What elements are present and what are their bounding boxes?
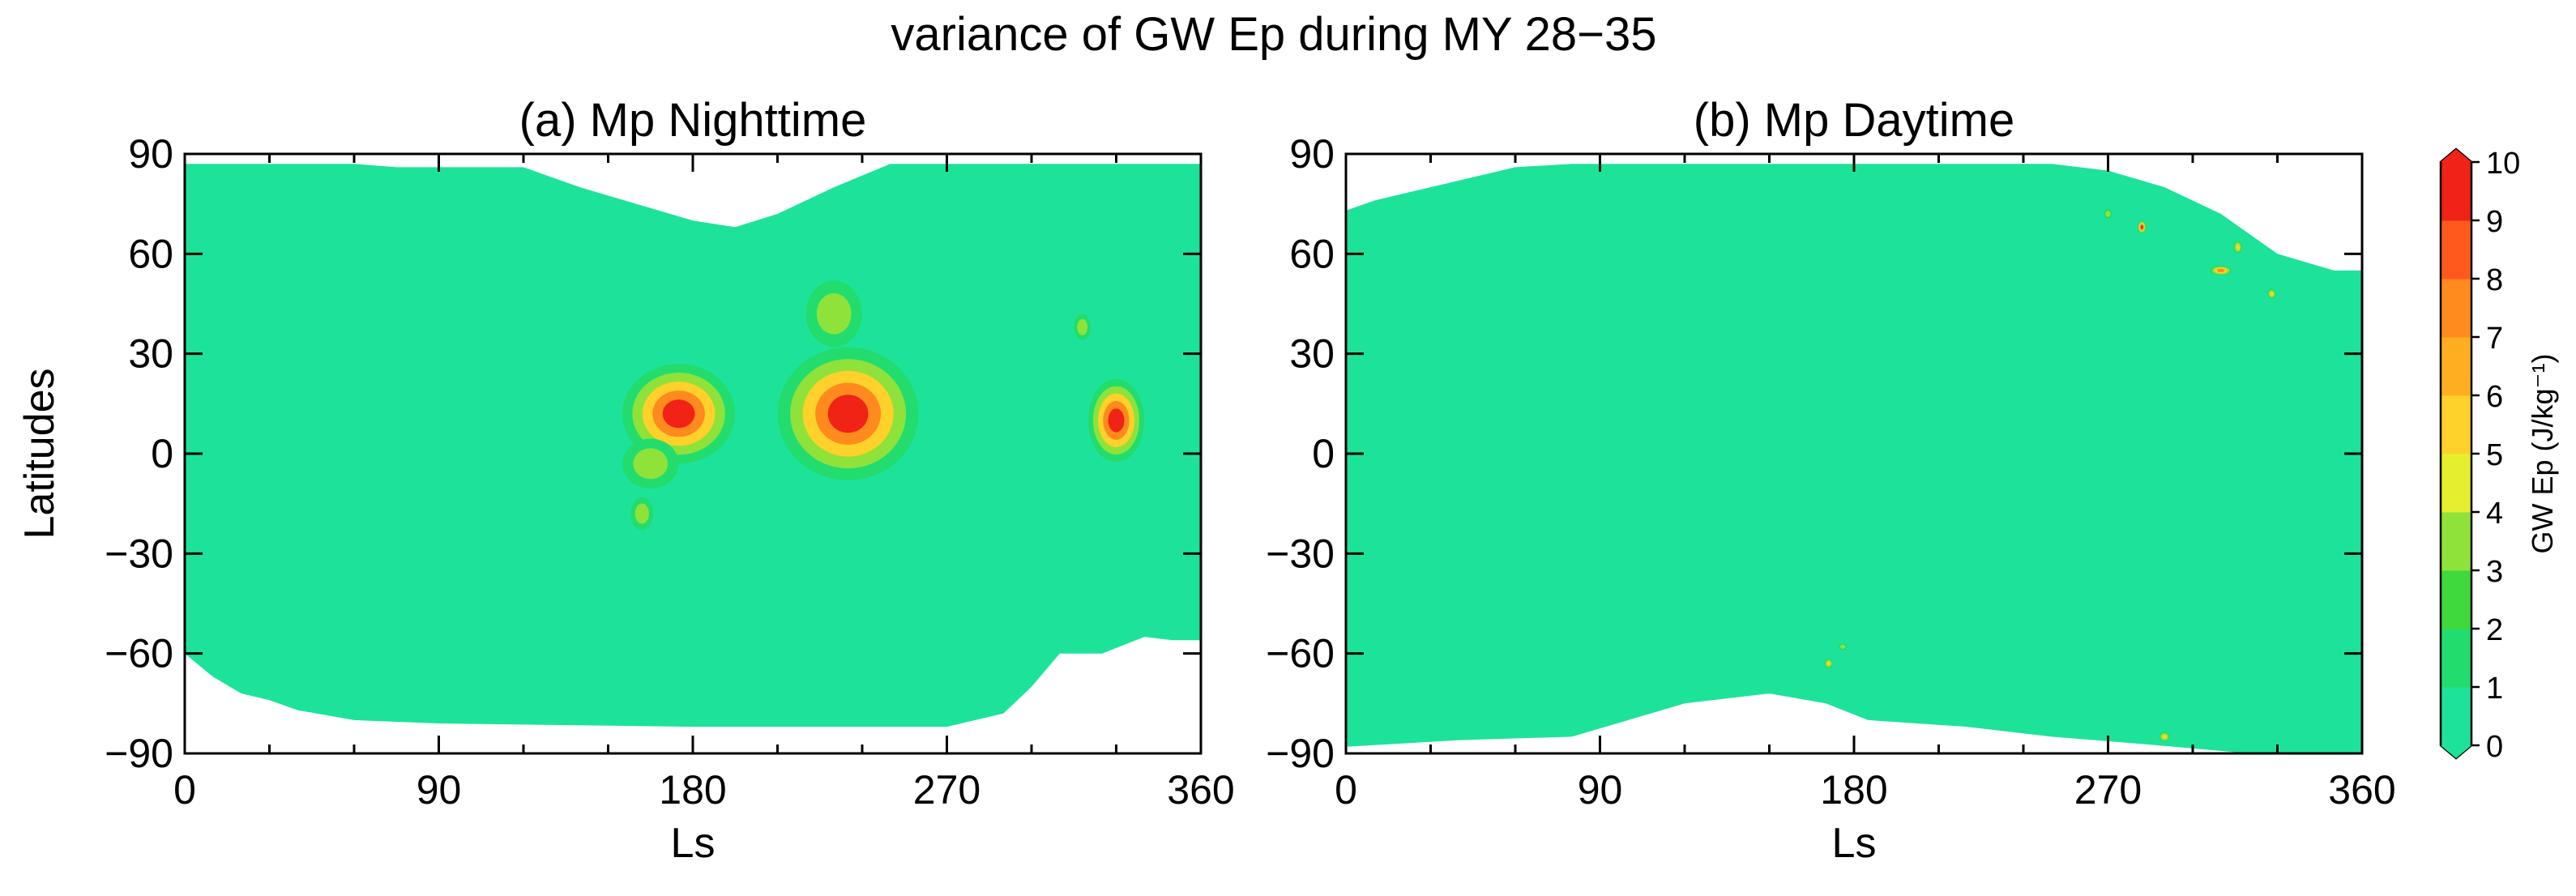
x-tick-label: 0 — [1335, 767, 1357, 813]
colorbar-segment — [2441, 220, 2471, 279]
y-tick-label: −60 — [105, 631, 173, 676]
y-tick-label: 90 — [128, 131, 173, 177]
x-tick-label: 90 — [1578, 767, 1623, 813]
x-tick-label: 360 — [1167, 767, 1234, 813]
colorbar-tick-label: 8 — [2486, 263, 2503, 297]
hotspot-6-level-6 — [2162, 734, 2168, 740]
colorbar-segment — [2441, 337, 2471, 396]
colorbar-tick-label: 0 — [2486, 730, 2503, 764]
colorbar-segment — [2441, 629, 2471, 688]
y-tick-label: 0 — [1312, 431, 1335, 476]
figure-title: variance of GW Ep during MY 28−35 — [891, 8, 1656, 61]
hotspot-2-level-6 — [2236, 244, 2240, 250]
colorbar-segment — [2441, 570, 2471, 629]
y-tick-label: 60 — [128, 231, 173, 276]
hotspot-7-level-4 — [2105, 211, 2111, 217]
colorbar-tick-label: 5 — [2486, 438, 2503, 472]
colorbar-min-arrow — [2441, 745, 2471, 758]
colorbar: 0 1 2 3 4 5 6 7 8 9 10 GW Ep (J/kg⁻¹) — [2439, 147, 2559, 764]
colorbar-segment — [2441, 162, 2471, 221]
colorbar-tick-label: 2 — [2486, 613, 2503, 647]
y-tick-label: 30 — [1289, 331, 1335, 377]
panel-nighttime: 0 90 180 270 360 90 60 30 0 −30 −60 −90 (a) Mp Night… — [16, 94, 1235, 867]
hotspot-4-level-4 — [816, 293, 852, 335]
x-axis-label: Ls — [1832, 820, 1877, 867]
y-tick-label: 60 — [1289, 231, 1335, 276]
y-tick-label: −90 — [105, 731, 173, 776]
x-tick-label: 180 — [659, 767, 726, 813]
hotspot-1-level-8 — [2217, 268, 2225, 272]
y-tick-label: 30 — [128, 331, 173, 377]
panel-daytime: 0 90 180 270 360 90 60 30 0 −30 −60 −90 (b) Mp Dayti… — [1266, 94, 2396, 867]
colorbar-segment — [2441, 395, 2471, 454]
colorbar-segment — [2441, 454, 2471, 513]
colorbar-tick-label: 6 — [2486, 380, 2503, 414]
panel-title: (a) Mp Nighttime — [519, 94, 867, 147]
y-axis-label: Latitudes — [16, 368, 63, 539]
y-tick-label: 0 — [151, 431, 173, 476]
x-tick-label: 90 — [417, 767, 462, 813]
colorbar-max-arrow — [2441, 149, 2471, 162]
hotspot-0-level-10 — [2140, 225, 2143, 229]
hotspot-2-level-4 — [634, 503, 649, 524]
y-tick-label: −30 — [1266, 531, 1335, 576]
colorbar-tick-label: 7 — [2486, 322, 2503, 356]
colorbar-tick-label: 1 — [2486, 672, 2503, 706]
y-tick-label: −90 — [1266, 731, 1335, 776]
colorbar-tick-label: 9 — [2486, 205, 2503, 239]
x-tick-label: 360 — [2328, 767, 2395, 813]
colorbar-label: GW Ep (J/kg⁻¹) — [2526, 353, 2559, 553]
colorbar-tick-label: 4 — [2486, 497, 2503, 531]
colorbar-tick-label: 3 — [2486, 555, 2503, 589]
colorbar-segment — [2441, 279, 2471, 338]
x-tick-label: 0 — [173, 767, 196, 813]
hotspot-1-level-4 — [633, 448, 669, 480]
hotspot-0-level-10 — [662, 399, 695, 429]
x-tick-label: 270 — [2074, 767, 2142, 813]
y-tick-label: −60 — [1266, 631, 1335, 676]
colorbar-tick-label: 10 — [2486, 147, 2520, 181]
hotspot-6-level-4 — [1077, 318, 1088, 335]
colorbar-segment — [2441, 512, 2471, 571]
panel-title: (b) Mp Daytime — [1694, 94, 2014, 147]
x-tick-label: 180 — [1820, 767, 1887, 813]
x-axis-label: Ls — [671, 820, 716, 867]
y-tick-label: 90 — [1289, 131, 1335, 177]
coverage-area — [1346, 164, 2362, 754]
hotspot-5-level-4 — [1839, 644, 1846, 649]
y-tick-label: −30 — [105, 531, 173, 576]
hotspot-3-level-6 — [2270, 292, 2274, 297]
hotspot-5-level-10 — [1108, 408, 1125, 433]
colorbar-segment — [2441, 687, 2471, 746]
hotspot-4-level-6 — [1826, 661, 1831, 666]
hotspot-3-level-10 — [827, 395, 869, 433]
x-tick-label: 270 — [913, 767, 980, 813]
